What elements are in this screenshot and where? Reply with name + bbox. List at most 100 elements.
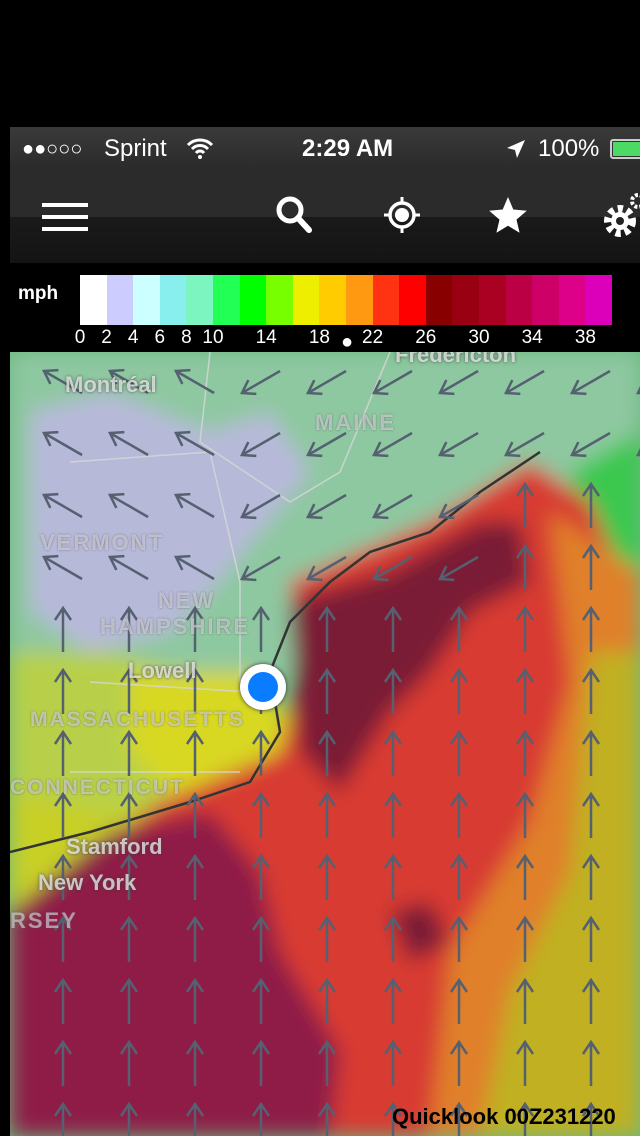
search-icon[interactable] — [274, 195, 314, 235]
wind-arrow — [173, 430, 215, 457]
label-stamford: Stamford — [66, 834, 163, 859]
legend-unit: mph — [18, 283, 59, 304]
wind-arrow — [41, 554, 83, 581]
wind-arrow — [317, 1039, 337, 1086]
wind-arrow — [515, 1039, 535, 1086]
legend-tick: 6 — [154, 327, 166, 348]
wind-arrow — [437, 431, 479, 458]
wind-arrow — [317, 791, 337, 838]
label-jersey: RSEY — [10, 908, 78, 933]
wind-arrow — [107, 368, 149, 395]
weather-map[interactable]: Fredericton Montréal MAINE VERMONT NEW H… — [10, 352, 640, 1136]
color-swatch — [585, 275, 612, 325]
wind-arrow — [317, 915, 337, 962]
wind-arrow — [251, 915, 271, 962]
label-vermont: VERMONT — [40, 530, 164, 555]
wind-arrow — [239, 555, 281, 582]
wind-arrow — [119, 605, 139, 652]
wind-arrow — [371, 431, 413, 458]
color-swatch — [425, 275, 453, 325]
label-montreal: Montréal — [65, 372, 157, 397]
wind-arrow — [317, 853, 337, 900]
wind-arrow — [107, 492, 149, 519]
wind-arrow — [503, 369, 545, 396]
legend-tick: 18 — [308, 327, 330, 348]
wind-arrow — [53, 667, 73, 714]
legend-tick: 2 — [101, 327, 112, 348]
wind-arrow — [317, 667, 337, 714]
wind-arrow — [515, 977, 535, 1024]
clock: 2:29 AM — [302, 135, 394, 162]
color-swatch — [292, 275, 320, 325]
wifi-icon — [186, 138, 214, 159]
wind-arrow — [581, 977, 601, 1024]
legend-tick: 14 — [255, 327, 277, 348]
color-swatch — [399, 275, 426, 325]
wind-arrow — [449, 667, 469, 714]
wind-arrow — [449, 977, 469, 1024]
wind-arrow — [251, 1039, 271, 1086]
wind-arrow — [449, 915, 469, 962]
color-swatch — [372, 275, 400, 325]
wind-arrow — [305, 369, 347, 396]
wind-arrow — [251, 853, 271, 900]
wind-arrow — [185, 1039, 205, 1086]
wind-arrow — [437, 555, 479, 582]
star-icon[interactable] — [488, 195, 528, 235]
wind-arrow — [515, 915, 535, 962]
wind-arrow — [173, 554, 215, 581]
color-swatch — [159, 275, 187, 325]
label-lowell: Lowell — [128, 658, 197, 683]
color-swatch — [532, 275, 559, 325]
color-swatch — [106, 275, 134, 325]
wind-arrow — [581, 915, 601, 962]
battery-percent: 100% — [538, 135, 600, 162]
wind-arrow — [53, 915, 73, 962]
wind-arrow — [185, 667, 205, 714]
wind-arrow — [371, 369, 413, 396]
wind-arrow — [251, 1101, 271, 1136]
wind-arrow — [449, 791, 469, 838]
wind-arrow — [119, 667, 139, 714]
color-swatch — [319, 275, 346, 325]
wind-arrow — [185, 791, 205, 838]
signal-strength: ●●○○○ — [22, 137, 83, 160]
wind-arrow — [515, 667, 535, 714]
legend-tick: 38 — [574, 327, 596, 348]
wind-arrow — [383, 667, 403, 714]
color-swatch — [186, 275, 213, 325]
wind-arrow — [515, 853, 535, 900]
wind-arrow — [185, 853, 205, 900]
legend-tick: 34 — [521, 327, 543, 348]
color-scale — [80, 275, 612, 325]
settings-icon[interactable] — [602, 189, 640, 239]
wind-arrow — [119, 977, 139, 1024]
wind-arrow — [119, 791, 139, 838]
wind-arrow — [383, 605, 403, 652]
wind-arrow — [581, 667, 601, 714]
wind-arrow — [581, 729, 601, 776]
wind-arrow — [437, 493, 479, 520]
wind-arrow — [503, 431, 545, 458]
wind-arrow — [173, 368, 215, 395]
color-swatch — [505, 275, 533, 325]
wind-arrow — [449, 853, 469, 900]
menu-icon[interactable] — [42, 197, 90, 237]
color-swatch — [212, 275, 240, 325]
legend-tick: 10 — [202, 327, 224, 348]
wind-arrow — [449, 1039, 469, 1086]
wind-arrow — [371, 555, 413, 582]
wind-arrow — [515, 729, 535, 776]
locate-icon[interactable] — [382, 195, 422, 235]
status-bar: ●●○○○ Sprint 2:29 AM 100% — [10, 127, 640, 171]
current-location-marker[interactable] — [240, 664, 286, 710]
wind-arrow — [251, 977, 271, 1024]
wind-arrow — [185, 605, 205, 652]
page-indicator[interactable]: ● — [341, 331, 354, 353]
wind-arrows — [41, 368, 640, 1136]
wind-arrow — [317, 1101, 337, 1136]
wind-arrow — [515, 481, 535, 528]
color-swatch — [558, 275, 586, 325]
color-swatch — [239, 275, 267, 325]
app-screen: ●●○○○ Sprint 2:29 AM 100% mph 0 2 4 6 8 10 14 1… — [10, 127, 640, 1136]
